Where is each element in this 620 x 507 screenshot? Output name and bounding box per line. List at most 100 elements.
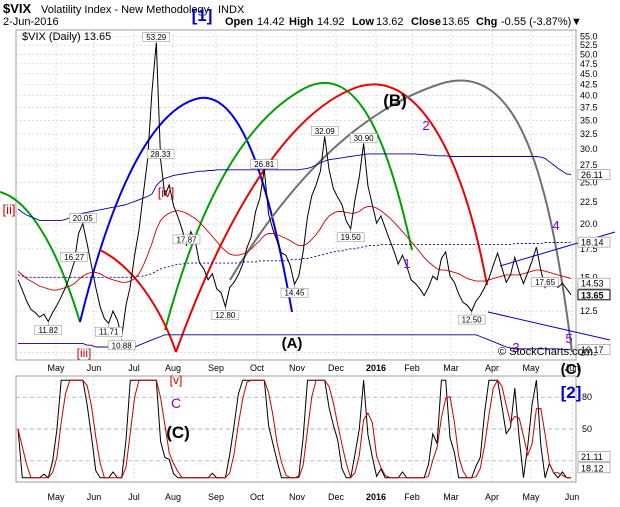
price-x-tick: Mar: [443, 363, 459, 373]
brand-text: © StockCharts.com: [498, 346, 593, 358]
price-y-axis: 10.012.515.017.520.022.525.027.530.032.5…: [580, 32, 598, 358]
right-label-box: [577, 277, 611, 289]
data-label-box: [211, 310, 240, 320]
data-label: 19.50: [341, 233, 362, 242]
price-y-tick: 55.0: [580, 32, 598, 42]
price-x-tick: Oct: [250, 363, 265, 373]
oscillator-x-tick: Nov: [289, 492, 306, 502]
chart-symbol: $VIX: [3, 1, 32, 16]
oscillator-grid: 50 80: [16, 376, 592, 482]
price-y-tick: 50.0: [580, 49, 598, 59]
data-label: 11.82: [39, 326, 59, 335]
oscillator-x-tick: Oct: [250, 492, 265, 502]
wave-label: [1]: [192, 6, 213, 25]
oscillator-wave-label: [2]: [561, 383, 582, 402]
price-x-tick: Apr: [485, 363, 499, 373]
price-x-tick: Aug: [165, 363, 181, 373]
price-y-tick: 17.5: [580, 244, 598, 254]
open-label: Open: [225, 16, 253, 28]
data-label-box: [146, 149, 175, 159]
data-label: 53.29: [146, 33, 167, 42]
cycle-arc-green-left: [0, 191, 81, 323]
cycle-arc-green: [164, 81, 413, 331]
right-label: 26.11: [581, 170, 603, 180]
price-x-tick: Nov: [289, 363, 306, 373]
right-label-box: [577, 236, 611, 248]
data-label-box: [34, 325, 62, 335]
right-label-box: [577, 344, 611, 355]
oscillator-x-tick: May: [47, 492, 65, 502]
oscillator-right-label-box: [577, 462, 611, 474]
cycle-arc-red-left: [99, 249, 177, 353]
price-y-tick: 45.0: [580, 69, 598, 79]
data-label-box: [142, 32, 170, 42]
data-label: 12.80: [215, 311, 236, 320]
data-label-box: [457, 314, 486, 325]
series-line-2: [17, 205, 572, 291]
low-label: Low: [352, 16, 374, 28]
oscillator-x-tick: Aug: [165, 492, 181, 502]
price-x-tick: Feb: [404, 363, 420, 373]
data-label: 16.27: [64, 253, 85, 262]
high-value: 14.92: [317, 16, 345, 28]
oscillator-wave-label: [v]: [170, 373, 183, 387]
wave-label: 4: [552, 218, 559, 233]
close-value: 13.65: [442, 16, 470, 28]
price-x-tick: Jun: [565, 363, 580, 373]
chg-down-icon: ▼: [571, 16, 582, 28]
chart-date: 2-Jun-2016: [3, 16, 59, 28]
chg-value: -0.55 (-3.87%): [501, 16, 571, 28]
data-label: 14.45: [284, 289, 305, 298]
wave-label: 2: [422, 118, 429, 133]
right-label-box: [577, 289, 611, 301]
wave-label: (B): [383, 91, 407, 110]
data-label-box: [531, 277, 559, 287]
series-line-1: [17, 153, 572, 221]
wave-label: [ii]: [3, 202, 16, 217]
wave-label: 5: [565, 331, 572, 346]
open-value: 14.42: [257, 16, 285, 28]
oscillator-wave-label: (C): [561, 361, 582, 378]
data-label: 10.88: [112, 341, 133, 350]
data-label-box: [280, 287, 309, 298]
price-grid: [16, 30, 576, 360]
series-line-0: [17, 42, 572, 337]
data-label: 30.90: [354, 134, 375, 143]
data-label-box: [107, 340, 136, 351]
wave-label: [iv]: [158, 185, 175, 200]
chg-label: Chg: [476, 16, 497, 28]
price-y-tick: 47.5: [580, 59, 598, 69]
data-label: 28.33: [151, 150, 172, 159]
price-y-tick: 27.5: [580, 160, 598, 170]
oscillator-x-tick: Mar: [443, 492, 459, 502]
cycle-arcs: [0, 79, 573, 353]
oscillator-x-tick: Feb: [404, 492, 420, 502]
high-label: High: [289, 16, 314, 28]
oscillator-right-label-box: [577, 451, 611, 462]
data-label-box: [310, 126, 339, 136]
wave-annotations: [1] (B) (A) [iv] [ii] [iii] 1 2 3 4 5: [3, 6, 573, 360]
price-x-tick: Jun: [87, 363, 102, 373]
oscillator-right-label: 18.12: [581, 463, 604, 473]
low-value: 13.62: [376, 16, 404, 28]
data-label: 20.05: [73, 214, 94, 223]
oscillator-x-tick: Sep: [208, 492, 224, 502]
price-x-axis: May Jun Jul Aug Sep Oct Nov Dec 2016 Feb Mar Apr May…: [47, 363, 579, 373]
price-y-tick: 42.5: [580, 79, 598, 89]
series-line-4: [17, 241, 572, 278]
wave-label: [iii]: [77, 346, 92, 360]
oscillator-d-line: [17, 379, 571, 479]
data-label: 32.09: [315, 127, 336, 136]
oscillator-x-tick: Apr: [485, 492, 499, 502]
oscillator-wave-label: C: [171, 395, 181, 411]
price-panel: [15, 29, 577, 361]
data-label: 11.71: [99, 328, 119, 337]
oscillator-x-tick: May: [522, 492, 540, 502]
wave-label: 1: [403, 256, 410, 271]
data-label: 17.65: [535, 278, 556, 287]
oscillator-x-tick: Jul: [128, 492, 140, 502]
cycle-arc-red: [175, 83, 488, 353]
